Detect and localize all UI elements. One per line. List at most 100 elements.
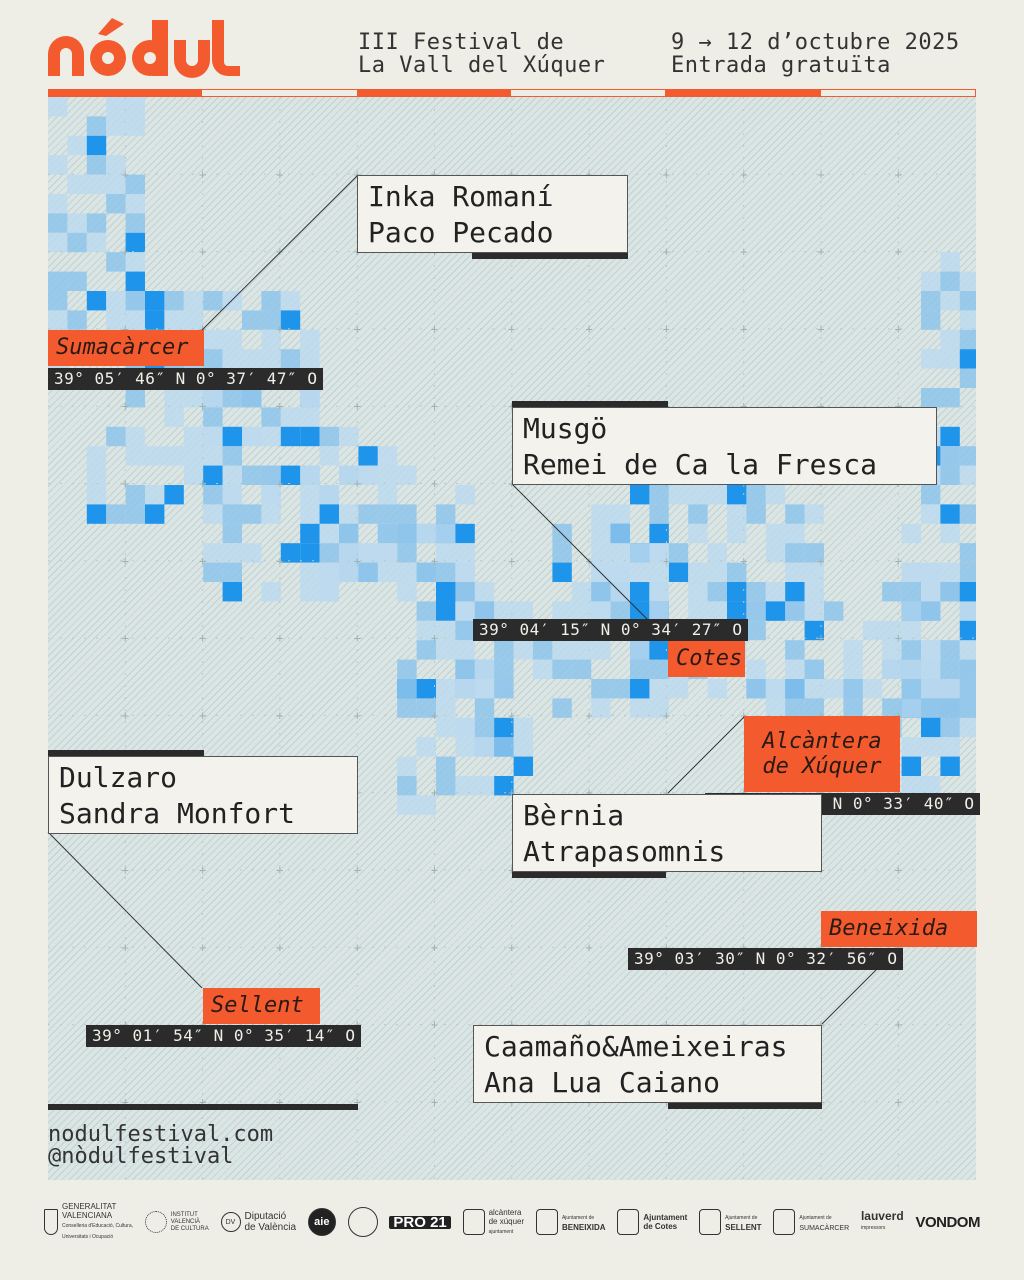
- svg-text:+: +: [199, 1018, 206, 1032]
- svg-text:+: +: [122, 1095, 129, 1109]
- svg-text:+: +: [740, 245, 747, 259]
- artist-box-cotes: Musgö Remei de Ca la Fresca: [512, 407, 937, 485]
- svg-text:+: +: [895, 940, 902, 954]
- svg-text:+: +: [199, 863, 206, 877]
- svg-text:+: +: [354, 477, 361, 491]
- svg-text:+: +: [276, 554, 283, 568]
- svg-text:+: +: [276, 245, 283, 259]
- artist-name: Remei de Ca la Fresca: [523, 448, 878, 481]
- place-label-cotes: Cotes: [668, 641, 745, 677]
- artist-box-sumacarcer: Inka Romaní Paco Pecado: [357, 175, 628, 253]
- svg-text:+: +: [122, 1018, 129, 1032]
- sponsor-vondom: VONDOM: [915, 1213, 980, 1231]
- svg-text:+: +: [431, 1018, 438, 1032]
- footer-bar: [48, 1104, 358, 1110]
- nodul-logo: [48, 18, 240, 78]
- header-stripe: [48, 89, 976, 97]
- svg-text:+: +: [585, 786, 592, 800]
- svg-text:+: +: [122, 167, 129, 181]
- svg-text:+: +: [508, 863, 515, 877]
- svg-text:+: +: [276, 167, 283, 181]
- vondom-icon: VONDOM: [915, 1213, 980, 1231]
- coords-sellent: 39° 01′ 54″ N 0° 35′ 14″ O: [86, 1025, 362, 1047]
- artist-box-beneixida: Caamaño&Ameixeiras Ana Lua Caiano: [473, 1025, 822, 1103]
- sponsor-lauverd: lauverd impressors: [860, 1208, 904, 1233]
- svg-text:+: +: [354, 167, 361, 181]
- svg-text:+: +: [122, 245, 129, 259]
- svg-text:+: +: [354, 1018, 361, 1032]
- svg-text:+: +: [508, 322, 515, 336]
- svg-text:+: +: [740, 167, 747, 181]
- svg-text:+: +: [663, 940, 670, 954]
- svg-text:+: +: [585, 940, 592, 954]
- svg-text:+: +: [663, 322, 670, 336]
- website-link[interactable]: nodulfestival.com: [48, 1122, 274, 1147]
- artist-name: Atrapasomnis: [523, 835, 726, 868]
- sumacarcer-crest-icon: [773, 1209, 796, 1235]
- svg-text:+: +: [431, 1095, 438, 1109]
- svg-text:+: +: [508, 554, 515, 568]
- artist-name: Caamaño&Ameixeiras: [484, 1030, 788, 1063]
- svg-text:+: +: [199, 245, 206, 259]
- svg-text:+: +: [276, 322, 283, 336]
- svg-text:+: +: [122, 708, 129, 722]
- svg-text:+: +: [663, 786, 670, 800]
- festival-dates: 9 → 12 d’octubre 2025: [671, 30, 960, 55]
- svg-text:+: +: [895, 863, 902, 877]
- svg-text:+: +: [817, 786, 824, 800]
- place-label-sumacarcer: Sumacàrcer: [48, 330, 204, 366]
- artist-name: Dulzaro: [59, 761, 178, 794]
- svg-text:+: +: [895, 1095, 902, 1109]
- svg-text:+: +: [663, 708, 670, 722]
- svg-text:+: +: [431, 708, 438, 722]
- sponsor-generalitat: GENERALITAT VALENCIANA Conselleria d'Educa…: [44, 1202, 133, 1242]
- svg-text:+: +: [431, 786, 438, 800]
- svg-text:+: +: [276, 1095, 283, 1109]
- svg-text:+: +: [663, 1018, 670, 1032]
- free-entry: Entrada gratuïta: [671, 53, 891, 78]
- svg-text:+: +: [508, 1018, 515, 1032]
- svg-text:+: +: [199, 708, 206, 722]
- svg-text:+: +: [431, 631, 438, 645]
- svg-text:+: +: [354, 1095, 361, 1109]
- svg-text:+: +: [354, 322, 361, 336]
- svg-text:+: +: [276, 863, 283, 877]
- crest-icon: [44, 1209, 58, 1235]
- svg-text:+: +: [817, 322, 824, 336]
- svg-text:+: +: [740, 708, 747, 722]
- coords-sumacarcer: 39° 05′ 46″ N 0° 37′ 47″ O: [48, 368, 324, 390]
- artist-name: Inka Romaní: [368, 180, 554, 213]
- svg-text:+: +: [431, 322, 438, 336]
- svg-text:+: +: [895, 554, 902, 568]
- svg-text:+: +: [895, 786, 902, 800]
- lauverd-icon: lauverd impressors: [860, 1208, 904, 1231]
- svg-text:+: +: [431, 477, 438, 491]
- svg-text:+: +: [431, 863, 438, 877]
- svg-text:+: +: [122, 554, 129, 568]
- svg-text:+: +: [431, 167, 438, 181]
- svg-text:+: +: [895, 245, 902, 259]
- svg-text:+: +: [817, 631, 824, 645]
- svg-text:+: +: [276, 940, 283, 954]
- beneixida-crest-icon: [535, 1209, 558, 1235]
- svg-text:+: +: [508, 786, 515, 800]
- ivc-circle-icon: [144, 1211, 167, 1233]
- place-label-sellent: Sellent: [203, 988, 320, 1024]
- svg-text:+: +: [508, 477, 515, 491]
- svg-text:+: +: [508, 167, 515, 181]
- svg-text:+: +: [354, 863, 361, 877]
- svg-text:+: +: [276, 477, 283, 491]
- sponsor-aie: aie: [307, 1208, 336, 1236]
- svg-text:+: +: [740, 554, 747, 568]
- social-handle[interactable]: @nòdulfestival: [48, 1144, 234, 1169]
- svg-text:+: +: [895, 399, 902, 413]
- svg-text:+: +: [585, 708, 592, 722]
- svg-text:+: +: [740, 1018, 747, 1032]
- artist-name: Ana Lua Caiano: [484, 1066, 721, 1099]
- cotes-crest-icon: [617, 1209, 640, 1235]
- svg-text:+: +: [354, 399, 361, 413]
- svg-text:+: +: [199, 399, 206, 413]
- svg-text:+: +: [585, 1018, 592, 1032]
- svg-text:+: +: [508, 399, 515, 413]
- svg-text:+: +: [895, 167, 902, 181]
